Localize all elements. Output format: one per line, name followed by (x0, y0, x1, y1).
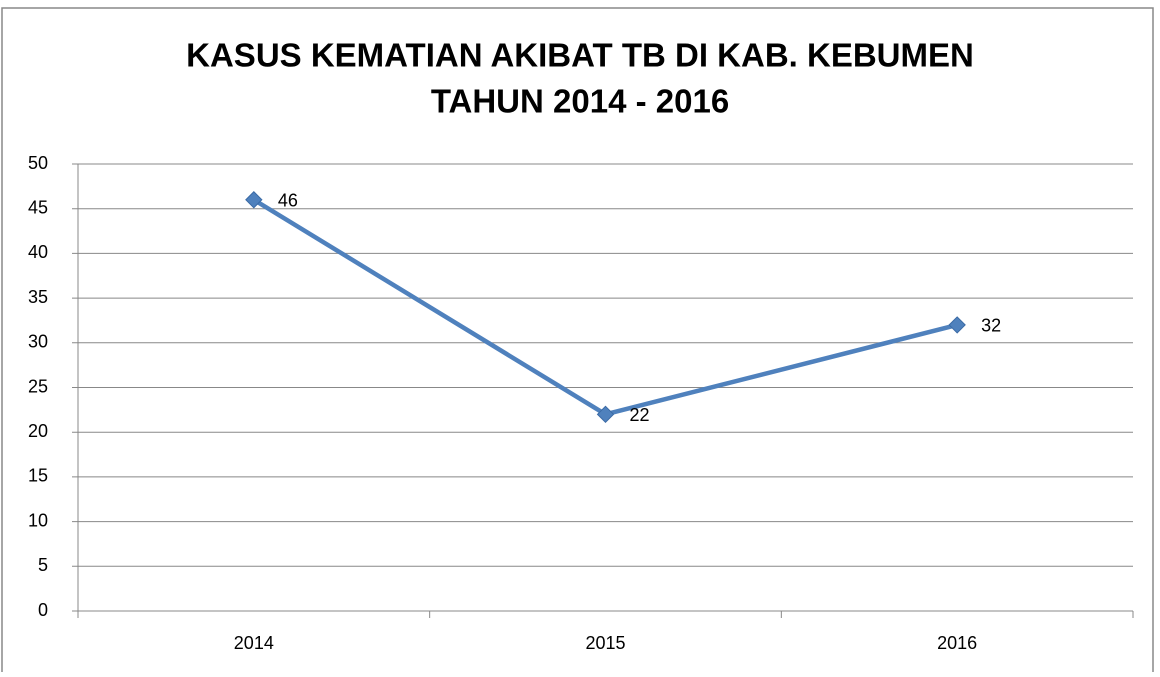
y-tick-label: 5 (38, 555, 48, 575)
y-tick-label: 15 (28, 466, 48, 486)
data-label: 46 (278, 191, 298, 211)
marker (596, 405, 615, 424)
y-tick-label: 25 (28, 376, 48, 396)
marker (245, 191, 263, 209)
x-tick-label: 2015 (585, 633, 625, 653)
data-label: 32 (981, 316, 1001, 336)
marker (948, 316, 966, 334)
y-tick-label: 45 (28, 197, 48, 217)
chart-title: TAHUN 2014 - 2016 (431, 83, 729, 120)
y-tick-label: 30 (28, 332, 48, 352)
y-tick-label: 35 (28, 287, 48, 307)
x-tick-label: 2016 (937, 633, 977, 653)
y-tick-label: 10 (28, 510, 48, 530)
data-label: 22 (630, 405, 650, 425)
y-tick-label: 0 (38, 600, 48, 620)
y-tick-label: 50 (28, 153, 48, 173)
y-tick-label: 40 (28, 242, 48, 262)
chart-title: KASUS KEMATIAN AKIBAT TB DI KAB. KEBUMEN (186, 37, 974, 74)
y-tick-label: 20 (28, 421, 48, 441)
x-tick-label: 2014 (234, 633, 274, 653)
